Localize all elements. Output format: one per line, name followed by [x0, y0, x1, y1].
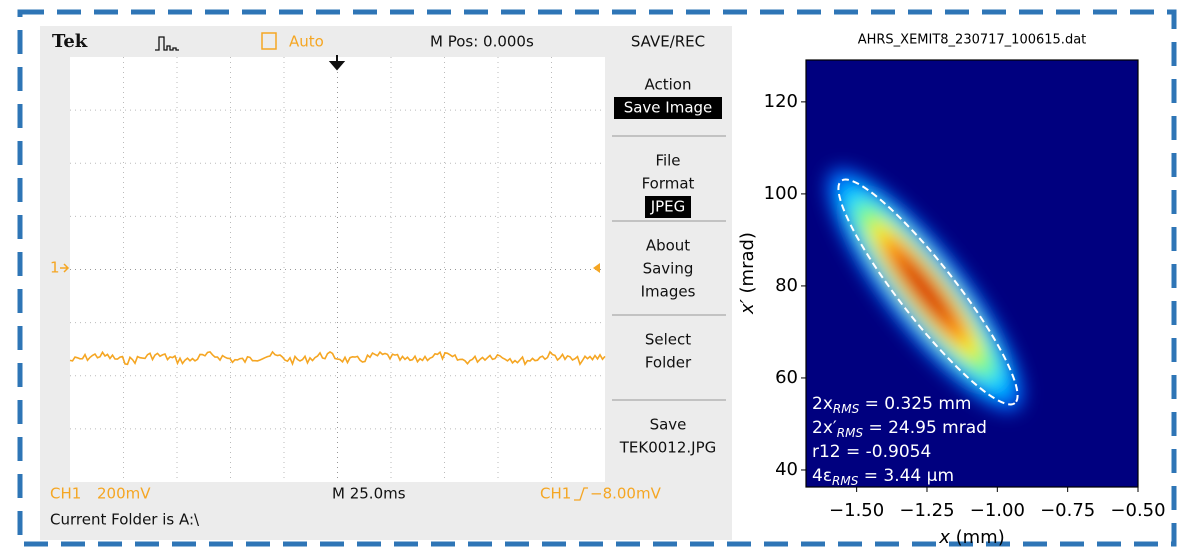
brand: Tek: [52, 31, 88, 52]
emittance-chart: AHRS_XEMIT8_230717_100615.dat −1.50 −1.25…: [737, 33, 1166, 549]
annotation-rest: = 3.44 μm: [858, 466, 954, 486]
x-tick-label: −0.50: [1110, 500, 1165, 521]
footer-folder: Current Folder is A:\: [50, 511, 200, 529]
y-tick-label: 60: [775, 367, 798, 388]
x-label-var: x: [938, 527, 950, 548]
x-label-unit: (mm): [950, 527, 1005, 548]
page: Tek Auto M Pos: 0.000s SAVE/REC 1 Action…: [0, 0, 1178, 550]
menu-highlight-text: JPEG: [650, 198, 686, 216]
menu-text: Action: [645, 76, 692, 94]
x-tick-label: −0.75: [1040, 500, 1095, 521]
y-axis-label: x′ (mrad): [737, 232, 758, 315]
footer-scale: 200mV: [97, 485, 151, 503]
x-tick-label: −1.50: [829, 500, 884, 521]
x-tick-label: −1.00: [970, 500, 1025, 521]
menu-highlight-text: Save Image: [624, 99, 713, 117]
y-tick-label: 40: [775, 459, 798, 480]
menu-text: Folder: [645, 354, 692, 372]
y-label-var: x′: [737, 299, 758, 315]
menu-text: Save: [650, 416, 687, 434]
x-tick-label: −1.25: [899, 500, 954, 521]
menu-text: About: [646, 237, 690, 255]
menu-title: SAVE/REC: [631, 33, 705, 51]
footer-channel: CH1: [50, 485, 81, 503]
annotation-lead: 2x: [812, 394, 833, 414]
footer-trigger-channel: CH1: [540, 485, 571, 503]
y-label-unit: (mrad): [737, 232, 758, 299]
menu-text: Format: [642, 175, 695, 193]
menu-text: Saving: [643, 260, 694, 278]
y-tick-label: 120: [764, 91, 798, 112]
trigger-mode: Auto: [289, 33, 324, 51]
annotation-rest: = 24.95 mrad: [863, 418, 987, 438]
channel-marker: 1: [50, 259, 60, 277]
menu-text: File: [655, 152, 680, 170]
x-axis-label: x (mm): [938, 527, 1005, 548]
footer-trigger-level: −8.00mV: [590, 485, 662, 503]
annotation-sub: RMS: [832, 474, 859, 488]
position: M Pos: 0.000s: [430, 33, 534, 51]
footer-timebase: M 25.0ms: [332, 485, 406, 503]
y-tick-label: 80: [775, 275, 798, 296]
menu-text: Select: [645, 331, 691, 349]
oscilloscope: Tek Auto M Pos: 0.000s SAVE/REC 1 Action…: [40, 26, 732, 540]
menu-text: TEK0012.JPG: [619, 439, 717, 457]
annotation-lead: r12 = -0.9054: [812, 442, 931, 462]
annotation: r12 = -0.9054: [812, 442, 931, 462]
annotation-lead: 4ε: [812, 466, 832, 486]
annotation-rest: = 0.325 mm: [859, 394, 971, 414]
y-tick-label: 100: [764, 183, 798, 204]
annotation-sub: RMS: [837, 426, 864, 440]
annotation-lead: 2x′: [812, 418, 837, 438]
chart-title: AHRS_XEMIT8_230717_100615.dat: [858, 33, 1087, 48]
annotation-sub: RMS: [833, 402, 860, 416]
menu-text: Images: [641, 283, 696, 301]
